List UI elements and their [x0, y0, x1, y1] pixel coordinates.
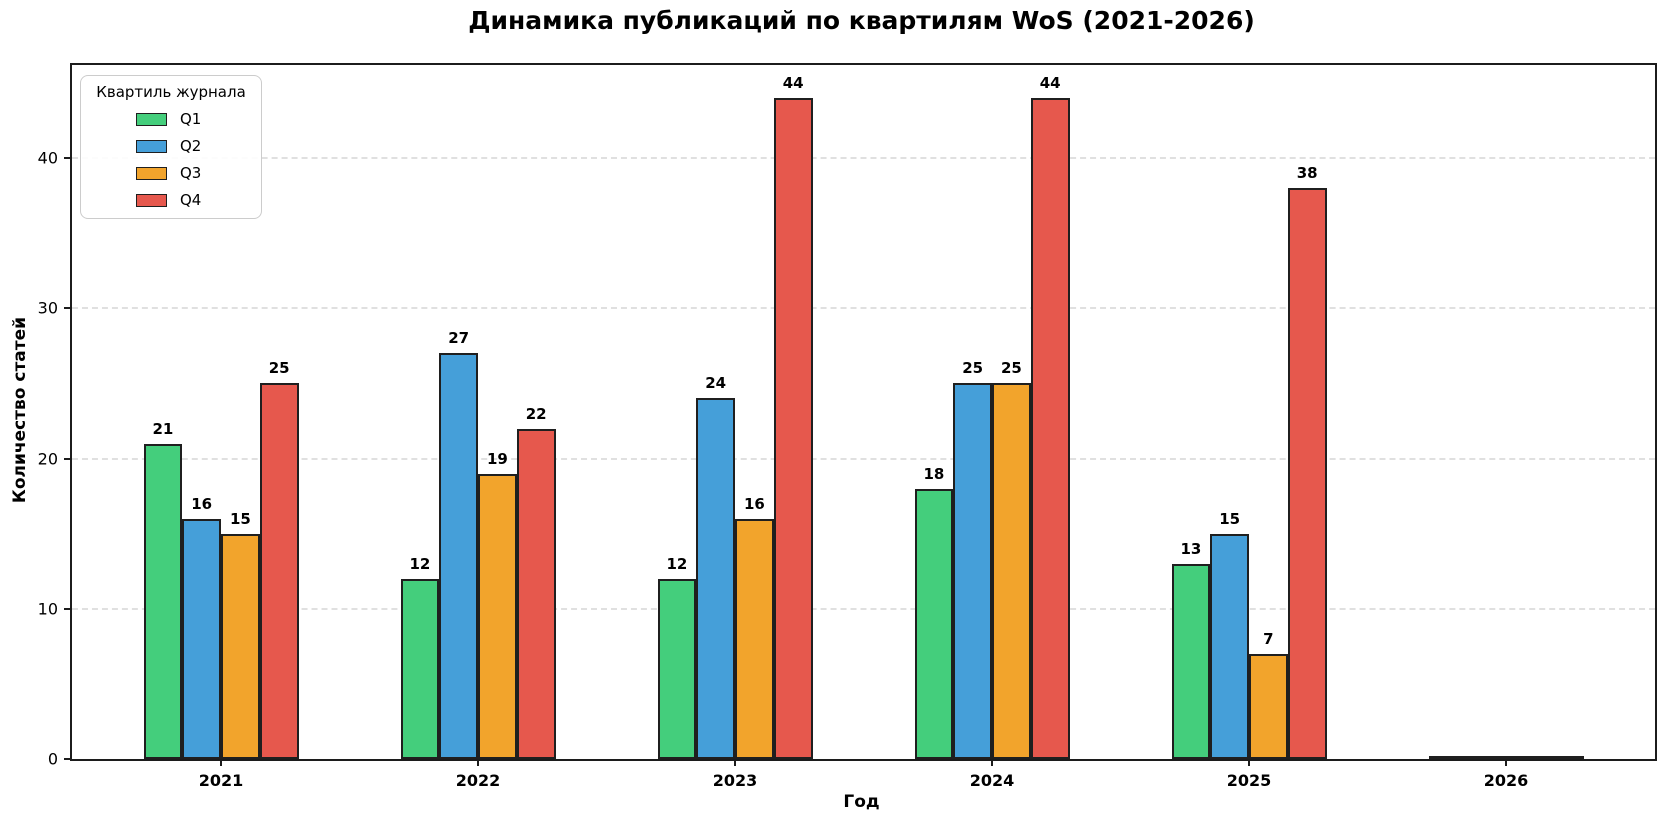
chart-title: Динамика публикаций по квартилям WoS (20…	[468, 6, 1255, 35]
y-tick-mark	[64, 758, 72, 760]
y-tick-label: 20	[37, 449, 58, 469]
bar-value-label: 19	[486, 449, 508, 468]
bar-q4-2026-zero	[1544, 756, 1584, 759]
bar-q3-2022	[478, 473, 517, 759]
bar-q3-2025	[1249, 653, 1288, 759]
bar-value-label: 44	[782, 74, 804, 93]
legend-item-q4: Q4	[81, 191, 261, 209]
legend-swatch-q4	[136, 193, 167, 207]
bar-value-label: 25	[1000, 359, 1022, 378]
x-tick-label-2022: 2022	[455, 771, 501, 790]
x-tick-label-2021: 2021	[198, 771, 244, 790]
bar-q1-2021	[143, 443, 183, 759]
bar-q4-2022	[516, 428, 556, 759]
gridline-y-20	[72, 457, 1655, 460]
bar-value-label: 16	[743, 494, 765, 513]
x-tick-label-2025: 2025	[1226, 771, 1272, 790]
y-tick-mark	[64, 157, 72, 160]
x-tick-mark	[477, 759, 479, 766]
legend: Квартиль журнала Q1 Q2 Q3 Q4	[80, 75, 262, 219]
bar-q4-2024	[1030, 98, 1070, 759]
bar-q1-2023	[657, 578, 697, 759]
y-tick-label: 0	[47, 749, 58, 769]
bar-q1-2024	[914, 488, 954, 759]
bar-q1-2022	[400, 578, 440, 759]
legend-item-q3: Q3	[81, 164, 261, 182]
bar-q2-2022	[439, 353, 478, 759]
bar-value-label: 24	[705, 374, 727, 393]
bar-q3-2024	[992, 383, 1031, 759]
bar-q4-2021	[259, 383, 299, 759]
legend-title: Квартиль журнала	[96, 83, 246, 101]
bar-q3-2026-zero	[1506, 756, 1545, 759]
x-tick-mark	[220, 759, 222, 766]
bar-value-label: 7	[1263, 629, 1274, 648]
x-tick-mark	[1505, 759, 1507, 766]
gridline-y-30	[72, 307, 1655, 310]
x-tick-mark	[734, 759, 736, 766]
x-tick-mark	[991, 759, 993, 766]
legend-item-q2: Q2	[81, 137, 261, 155]
y-tick-mark	[64, 307, 72, 310]
y-tick-label: 30	[37, 298, 58, 318]
bar-q3-2021	[221, 533, 260, 759]
bar-value-label: 16	[191, 494, 213, 513]
legend-label-q4: Q4	[180, 191, 202, 209]
x-axis-label: Год	[843, 792, 880, 812]
bar-value-label: 25	[962, 359, 984, 378]
legend-item-q1: Q1	[81, 110, 261, 128]
bar-value-label: 15	[1219, 509, 1241, 528]
bar-q1-2026-zero	[1428, 756, 1468, 759]
bar-q4-2025	[1287, 188, 1327, 759]
bar-value-label: 18	[923, 464, 945, 483]
legend-label-q2: Q2	[180, 137, 202, 155]
y-tick-label: 40	[37, 148, 58, 168]
bar-value-label: 44	[1039, 74, 1061, 93]
bar-value-label: 12	[666, 554, 688, 573]
plot-area: Квартиль журнала Q1 Q2 Q3 Q4 0 10 20 30 40 21 16 1…	[38, 63, 1657, 790]
legend-label-q3: Q3	[180, 164, 202, 182]
y-axis-label: Количество статей	[10, 316, 30, 504]
x-tick-label-2024: 2024	[969, 771, 1015, 790]
x-tick-mark	[1248, 759, 1250, 766]
y-tick-mark	[64, 607, 72, 610]
bar-value-label: 22	[525, 404, 547, 423]
bar-value-label: 21	[152, 419, 174, 438]
bar-value-label: 12	[409, 554, 431, 573]
bar-q2-2024	[953, 383, 992, 759]
legend-swatch-q2	[136, 139, 167, 153]
gridline-y-10	[72, 607, 1655, 610]
bar-q2-2021	[182, 518, 221, 759]
bar-value-label: 13	[1180, 539, 1202, 558]
y-tick-mark	[64, 457, 72, 460]
bar-q2-2026-zero	[1467, 756, 1506, 759]
bar-q2-2025	[1210, 533, 1249, 759]
gridline-y-40	[72, 157, 1655, 160]
bar-q4-2023	[773, 98, 813, 759]
bar-q2-2023	[696, 398, 735, 759]
bar-value-label: 27	[448, 329, 470, 348]
bar-value-label: 25	[268, 359, 290, 378]
legend-swatch-q3	[136, 166, 167, 180]
bar-q3-2023	[735, 518, 774, 759]
x-tick-label-2023: 2023	[712, 771, 758, 790]
legend-items: Q1 Q2 Q3 Q4	[81, 110, 261, 209]
bar-value-label: 15	[229, 509, 251, 528]
legend-label-q1: Q1	[180, 110, 202, 128]
bar-q1-2025	[1171, 563, 1211, 759]
x-tick-label-2026: 2026	[1483, 771, 1529, 790]
legend-swatch-q1	[136, 112, 167, 126]
y-tick-label: 10	[37, 599, 58, 619]
bar-value-label: 38	[1296, 164, 1318, 183]
